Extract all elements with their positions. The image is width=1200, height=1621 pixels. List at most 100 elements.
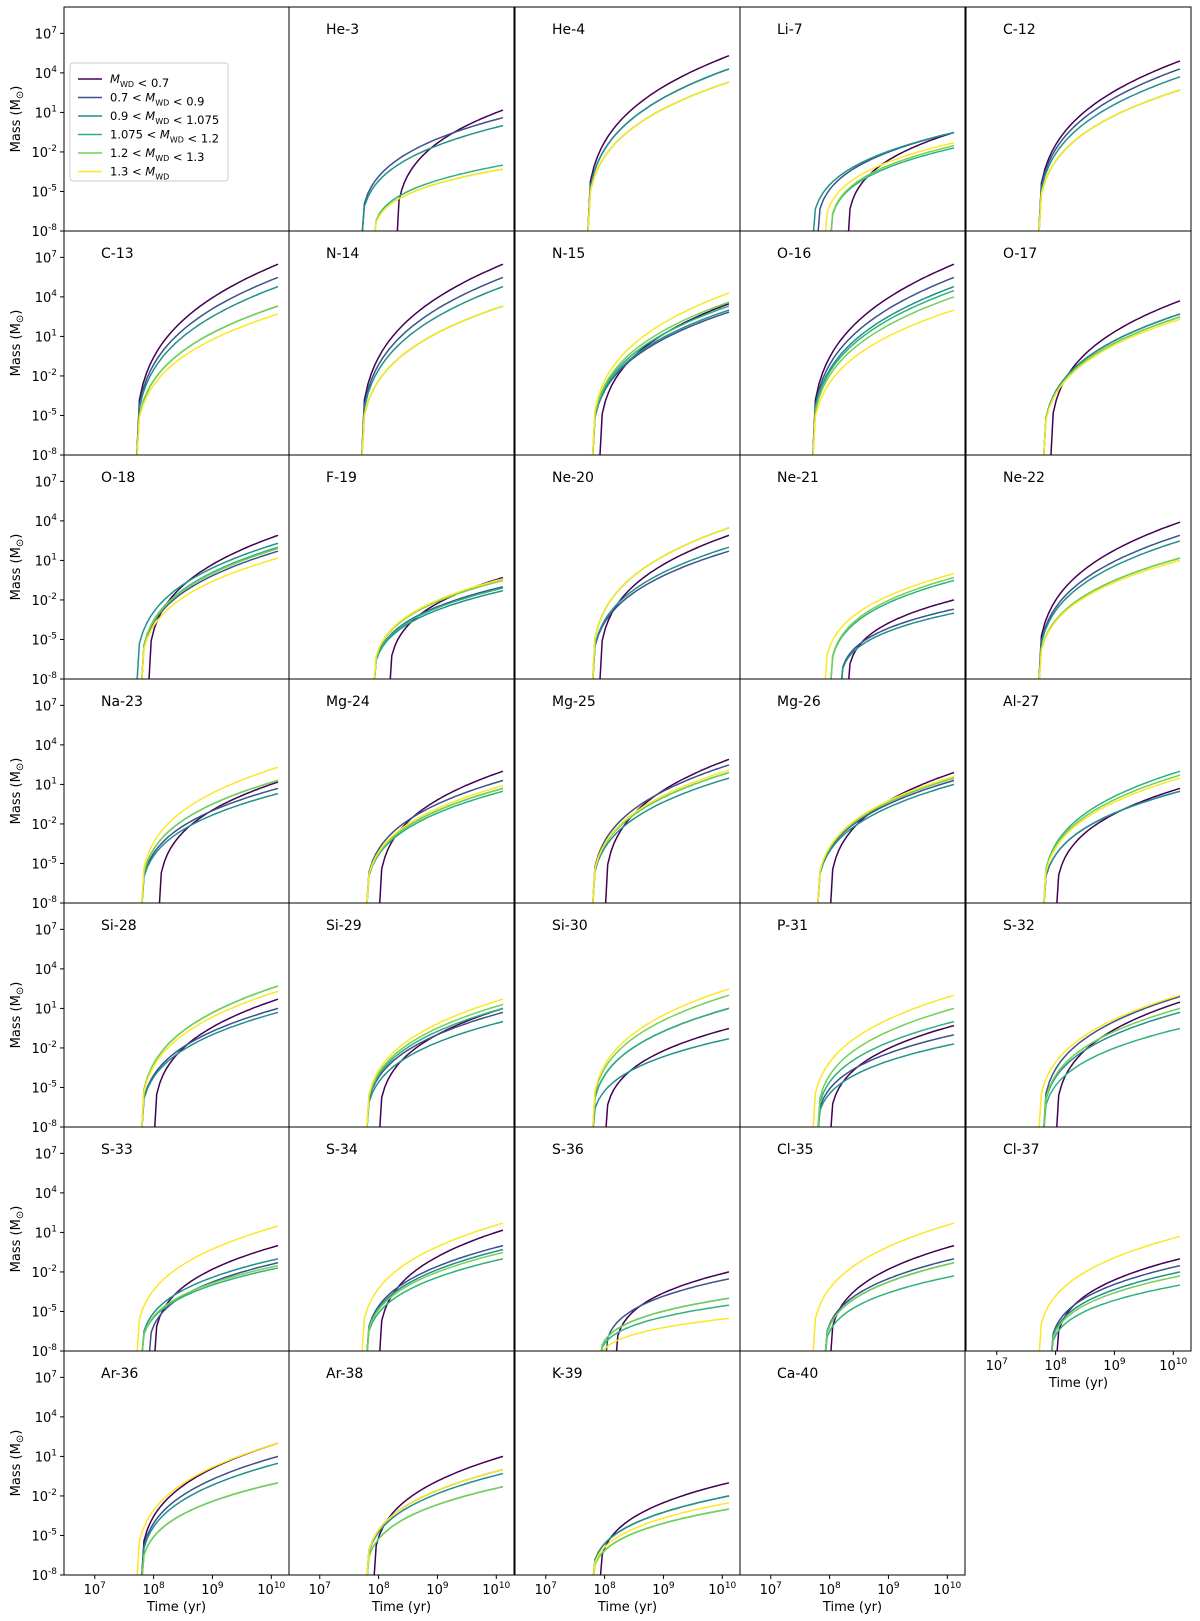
series-line-5 [1043, 774, 1181, 903]
series-line-4 [817, 777, 955, 903]
series-line-2 [817, 779, 955, 903]
series-line-5 [366, 1251, 504, 1351]
panel-curves [136, 1442, 279, 1575]
panel-label: Cl-35 [777, 1142, 814, 1158]
series-line-1 [599, 303, 730, 455]
legend-entry-label: MWD < 0.7 [110, 72, 169, 90]
series-line-2 [141, 1455, 279, 1575]
series-line-3 [141, 1258, 279, 1351]
series-line-3 [1051, 1271, 1181, 1351]
series-line-3 [1043, 1011, 1181, 1127]
panel-ne-22: Ne-22 [965, 454, 1192, 680]
y-tick-label: 107 [35, 249, 57, 266]
panel-frame [739, 6, 966, 232]
series-line-4 [366, 790, 504, 903]
panel-ne-20: Ne-20 [514, 454, 741, 680]
x-axis-label: Time (yr) [371, 1600, 431, 1615]
panel-ne-21: Ne-21 [739, 454, 966, 680]
panel-frame [965, 1126, 1192, 1352]
series-line-5 [600, 1297, 730, 1351]
series-line-2 [1038, 534, 1181, 679]
series-line-4 [366, 1485, 504, 1575]
series-line-1 [615, 1271, 730, 1351]
panel-si-28: Si-28 10-8 10-5 10-2 101 104 107 Mass (M⊙) [9, 902, 290, 1136]
panel-curves [591, 527, 730, 679]
series-line-3 [1038, 76, 1181, 231]
panel-label: Ca-40 [777, 1366, 818, 1382]
panel-curves [1038, 994, 1181, 1127]
series-line-3 [1043, 313, 1181, 455]
series-line-5 [366, 1485, 504, 1575]
series-line-5 [141, 1264, 279, 1351]
panel-label: N-14 [326, 246, 359, 262]
series-line-6 [141, 990, 279, 1127]
panel-curves [1043, 300, 1181, 455]
y-tick-label: 10-8 [31, 1343, 57, 1360]
panel-c-12: C-12 [965, 6, 1192, 232]
panel-curves [592, 1482, 730, 1575]
series-line-6 [1038, 1235, 1181, 1351]
panel-s-33: S-33 10-8 10-5 10-2 101 104 107 Mass (M⊙) [9, 1126, 290, 1360]
series-line-3 [591, 309, 730, 455]
x-tick-label: 1010 [708, 1581, 736, 1598]
x-tick-label: 108 [142, 1581, 165, 1598]
series-line-4 [825, 1275, 955, 1351]
series-line-5 [1043, 316, 1181, 455]
series-line-4 [141, 1482, 279, 1575]
panel-frame [965, 6, 1192, 232]
panel-frame [739, 454, 966, 680]
series-line-1 [158, 781, 279, 903]
series-line-6 [602, 1317, 730, 1351]
y-tick-label: 10-8 [31, 447, 57, 464]
series-line-5 [1043, 1007, 1181, 1127]
panel-frame [514, 1350, 741, 1576]
series-line-4 [374, 164, 504, 231]
series-line-2 [1043, 995, 1181, 1127]
y-tick-label: 10-2 [31, 1040, 57, 1057]
series-line-3 [141, 792, 279, 903]
series-line-6 [591, 527, 730, 679]
series-line-6 [592, 988, 730, 1127]
x-tick-label: 107 [535, 1581, 557, 1598]
series-line-5 [592, 771, 730, 903]
panel-label: F-19 [326, 470, 357, 486]
panel-curves [366, 770, 504, 903]
panel-mg-25: Mg-25 [514, 678, 741, 904]
legend-entry-label: 1.075 < MWD < 1.2 [110, 128, 219, 146]
panel-n-15: N-15 [514, 230, 741, 456]
y-tick-label: 107 [35, 1369, 57, 1386]
series-line-6 [141, 557, 279, 679]
series-line-5 [817, 777, 955, 903]
y-tick-label: 101 [35, 1448, 57, 1465]
x-tick-label: 108 [818, 1581, 841, 1598]
panel-label: O-16 [777, 246, 811, 262]
series-line-1 [599, 1482, 730, 1575]
series-line-1 [830, 1244, 955, 1351]
panel-label: Mg-26 [777, 694, 821, 710]
series-line-4 [366, 1258, 504, 1351]
panel-label: S-32 [1003, 918, 1035, 934]
panel-curves [591, 292, 730, 455]
y-tick-label: 107 [35, 697, 57, 714]
x-tick-label: 1010 [1159, 1357, 1187, 1374]
series-line-5 [824, 1261, 955, 1351]
series-line-3 [592, 777, 730, 903]
panel-curves [136, 534, 279, 679]
series-line-4 [592, 1007, 730, 1127]
series-line-3 [141, 1011, 279, 1127]
series-line-1 [148, 534, 279, 679]
panel-label: Li-7 [777, 22, 803, 38]
panel-ar-38: Ar-38 107 108 109 1010 Time (yr) [288, 1350, 515, 1615]
series-line-2 [812, 276, 955, 455]
series-line-6 [591, 292, 730, 455]
x-tick-label: 107 [84, 1581, 106, 1598]
panel-curves [136, 1225, 279, 1351]
y-tick-label: 104 [35, 1185, 58, 1202]
y-tick-label: 10-2 [31, 368, 57, 385]
panel-curves [812, 263, 955, 455]
series-line-6 [1038, 994, 1181, 1127]
panel-label: Cl-37 [1003, 1142, 1040, 1158]
series-line-6 [812, 1222, 955, 1351]
y-axis-label: Mass (M⊙) [9, 1206, 26, 1273]
